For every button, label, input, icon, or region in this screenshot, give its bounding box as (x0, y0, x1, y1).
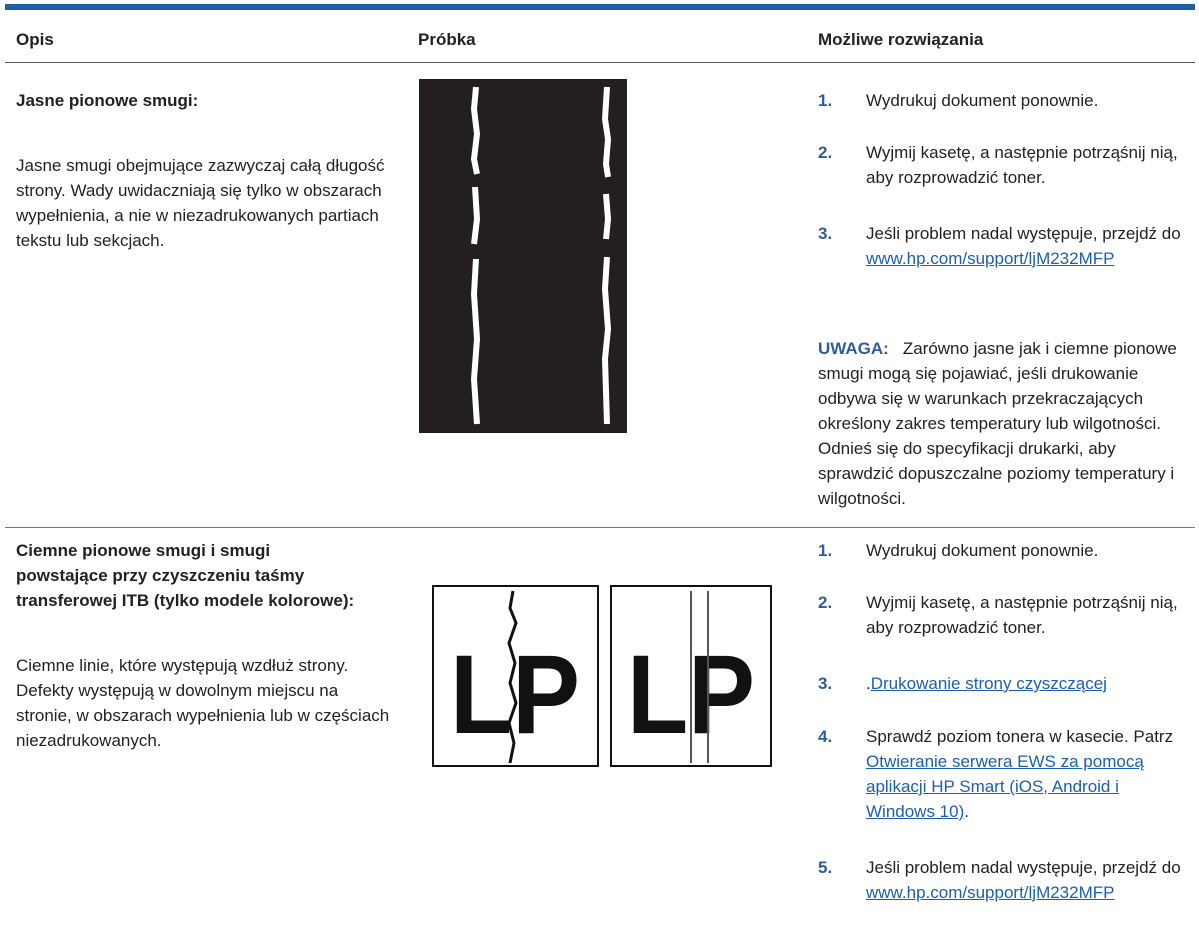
step-text: Sprawdź poziom tonera w kasecie. Patrz (866, 727, 1174, 746)
row-description: Jasne smugi obejmujące zazwyczaj całą dł… (16, 156, 385, 250)
step-text: Wydrukuj dokument ponownie. (866, 541, 1099, 560)
link[interactable]: www.hp.com/support/ljM232MFP (866, 249, 1115, 268)
step-number: 2. (818, 143, 833, 162)
step-number: 4. (818, 727, 833, 746)
note: UWAGA: Zarówno jasne jak i ciemne pionowe… (818, 336, 1190, 511)
row-title: Ciemne pionowe smugi i smugi powstające … (16, 541, 355, 610)
note-text: Zarówno jasne jak i ciemne pionowe smugi… (818, 339, 1177, 508)
step-text: Jeśli problem nadal występuje, przejdź d… (866, 858, 1181, 877)
sample-image (419, 79, 627, 433)
header: Możliwe rozwiązania (818, 30, 984, 49)
step-text: . (964, 802, 969, 821)
note-label: UWAGA: (818, 339, 889, 358)
step-number: 1. (818, 91, 833, 110)
header: Opis (16, 30, 54, 49)
step: Jeśli problem nadal występuje, przejdź d… (866, 855, 1192, 905)
top-bar (5, 4, 1195, 10)
sample-image: LP LP (432, 585, 772, 767)
step-text: Wyjmij kasetę, a następnie potrząśnij ni… (866, 143, 1178, 187)
step: .Drukowanie strony czyszczącej (866, 671, 1192, 696)
step: Sprawdź poziom tonera w kasecie. Patrz O… (866, 724, 1192, 824)
step-number: 3. (818, 224, 833, 243)
step-number: 3. (818, 674, 833, 693)
divider (5, 62, 1195, 63)
step-text: . (866, 674, 871, 693)
step: Jeśli problem nadal występuje, przejdź d… (866, 221, 1192, 271)
step-text: Wyjmij kasetę, a następnie potrząśnij ni… (866, 593, 1178, 637)
row-description: Ciemne linie, które występują wzdłuż str… (16, 656, 390, 750)
link[interactable]: Drukowanie strony czyszczącej (870, 674, 1107, 693)
link[interactable]: Otwieranie serwera EWS za pomocą aplikac… (866, 752, 1144, 821)
step-text: Jeśli problem nadal występuje, przejdź d… (866, 224, 1181, 243)
step-number: 1. (818, 541, 833, 560)
step-number: 2. (818, 593, 833, 612)
step-number: 5. (818, 858, 833, 877)
divider (5, 527, 1195, 528)
row-title: Jasne pionowe smugi: (16, 91, 199, 110)
step-text: Wydrukuj dokument ponownie. (866, 91, 1099, 110)
header: Próbka (418, 30, 476, 49)
link[interactable]: www.hp.com/support/ljM232MFP (866, 883, 1115, 902)
